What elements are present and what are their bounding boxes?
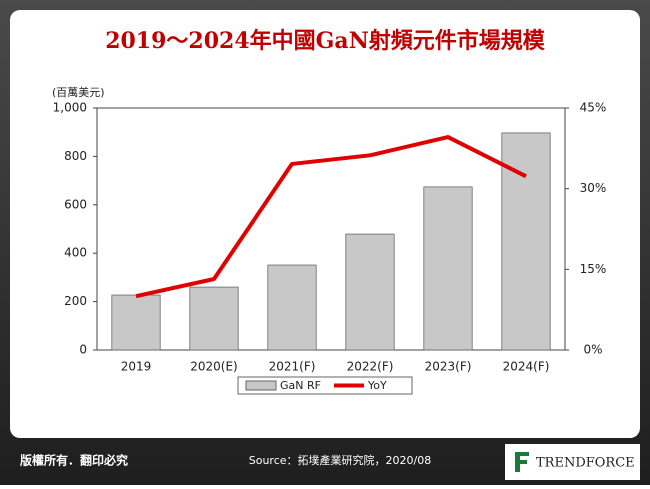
y-tick-label: 600 bbox=[64, 197, 87, 211]
y-tick-label: 0 bbox=[79, 343, 87, 357]
bar bbox=[267, 264, 317, 351]
x-tick-label: 2023(F) bbox=[425, 360, 472, 374]
x-tick-label: 2022(F) bbox=[347, 360, 394, 374]
legend-label: YoY bbox=[367, 379, 387, 392]
y-tick-label: 800 bbox=[64, 149, 87, 163]
x-tick-label: 2020(E) bbox=[190, 360, 237, 374]
y-axis-label: (百萬美元) bbox=[52, 86, 105, 99]
legend-box bbox=[237, 376, 413, 395]
x-tick-label: 2019 bbox=[121, 360, 152, 374]
plot-border bbox=[96, 107, 566, 351]
x-tick-label: 2021(F) bbox=[269, 360, 316, 374]
logo-icon bbox=[515, 452, 529, 472]
y2-tick-label: 45% bbox=[580, 101, 607, 115]
y2-tick-label: 15% bbox=[580, 262, 607, 276]
y-tick-label: 200 bbox=[64, 294, 87, 308]
logo-box bbox=[505, 444, 640, 480]
y-tick-label: 1,000 bbox=[53, 101, 87, 115]
bar bbox=[345, 233, 395, 351]
y-tick-label: 400 bbox=[64, 246, 87, 260]
x-tick-label: 2024(F) bbox=[503, 360, 550, 374]
legend-label: GaN RF bbox=[280, 379, 321, 392]
legend-swatch bbox=[245, 380, 277, 391]
line bbox=[135, 135, 527, 299]
bar bbox=[423, 186, 473, 351]
y2-tick-label: 0% bbox=[583, 343, 602, 357]
bar bbox=[189, 286, 239, 351]
source: Source：拓墣產業研究院，2020/08 bbox=[249, 453, 431, 467]
bar bbox=[501, 132, 551, 351]
y2-tick-label: 30% bbox=[580, 181, 607, 195]
panel bbox=[10, 10, 640, 438]
copyright: 版權所有．翻印必究 bbox=[20, 453, 128, 468]
bar bbox=[111, 294, 161, 351]
chart-title: 2019～2024年中國GaN射頻元件市場規模 bbox=[105, 28, 546, 54]
brand: TRENDFORCE bbox=[536, 456, 635, 471]
